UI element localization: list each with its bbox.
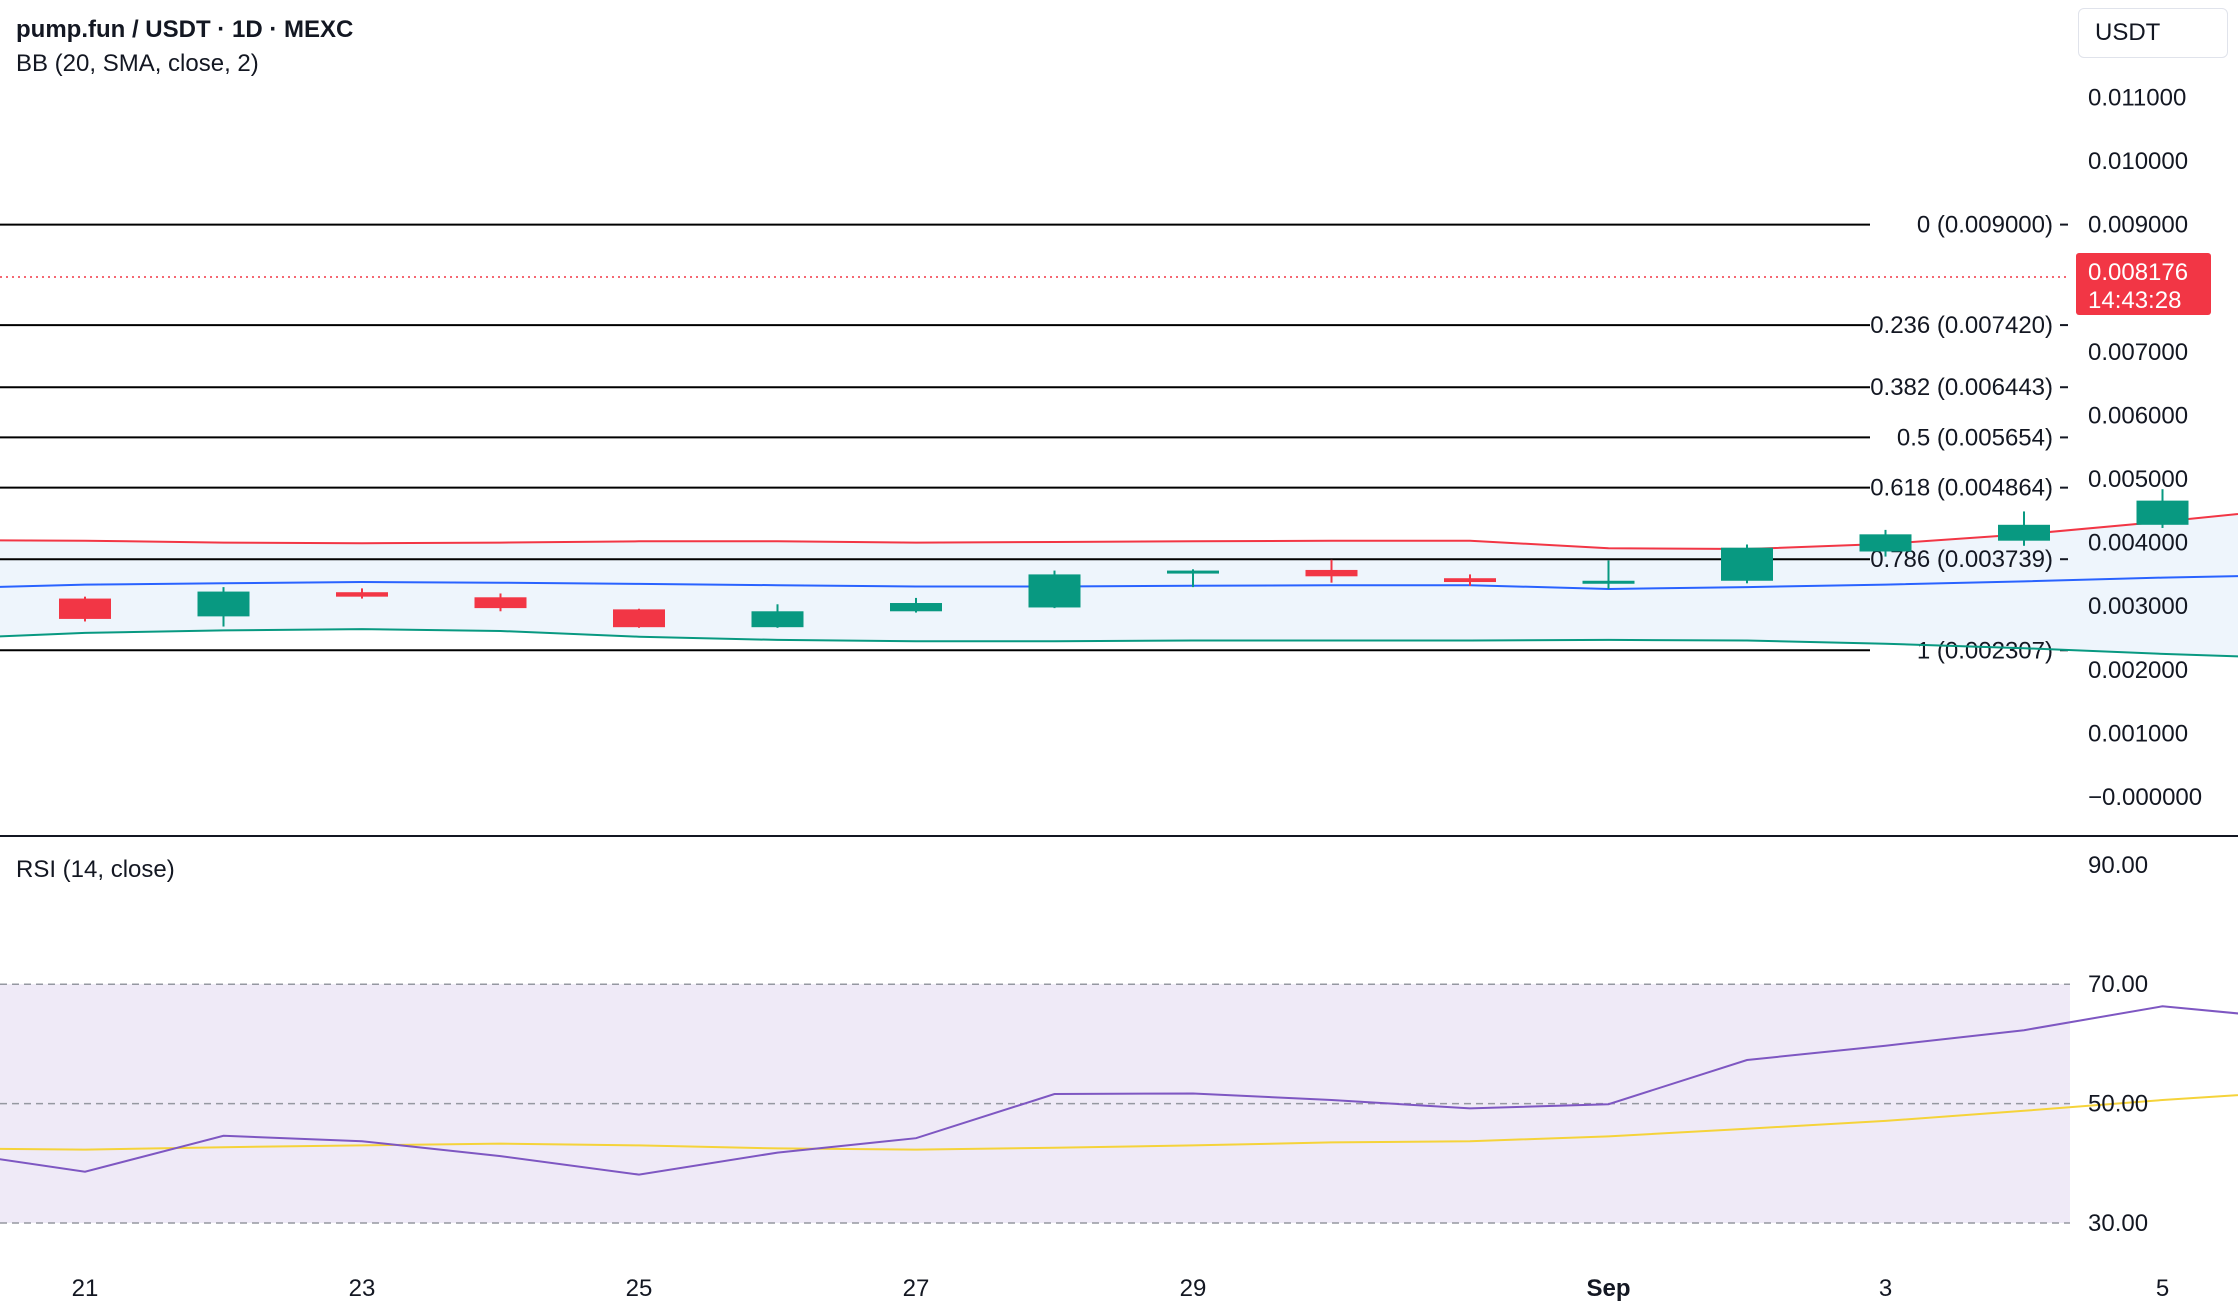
bollinger-basis-line xyxy=(0,575,2238,591)
candles[interactable] xyxy=(0,224,2238,630)
price-axis-tick: 0.006000 xyxy=(2088,402,2188,429)
candle xyxy=(197,587,250,627)
candle-body xyxy=(1305,569,1358,577)
fib-level-label: 0.5 (0.005654) xyxy=(1897,424,2053,451)
candle xyxy=(1859,529,1912,557)
rsi-line xyxy=(0,1005,2238,1176)
candle xyxy=(336,588,388,599)
price-axis-tick: −0.000000 xyxy=(2088,784,2202,811)
fib-level-label: 0 (0.009000) xyxy=(1917,212,2053,239)
candle-body xyxy=(2136,500,2189,525)
fib-level-label: 0.236 (0.007420) xyxy=(1870,312,2053,339)
time-axis-label: 5 xyxy=(2156,1275,2169,1302)
candle xyxy=(1444,574,1496,586)
candle xyxy=(59,596,111,622)
candle-body xyxy=(890,603,942,612)
candle xyxy=(1998,511,2050,546)
price-tag-value: 0.008176 xyxy=(2088,259,2188,286)
rsi-indicator-label[interactable]: RSI (14, close) xyxy=(16,856,175,883)
time-axis-label: 3 xyxy=(1879,1275,1892,1302)
price-axis-tick: 0.007000 xyxy=(2088,339,2188,366)
candle xyxy=(2136,489,2189,528)
time-axis-label: 25 xyxy=(626,1275,653,1302)
time-axis-label: 27 xyxy=(903,1275,930,1302)
candle xyxy=(613,608,665,628)
rsi-axis-tick: 50.00 xyxy=(2088,1091,2148,1118)
candle xyxy=(1721,544,1773,584)
rsi-axis-tick: 30.00 xyxy=(2088,1210,2148,1237)
candle-body xyxy=(1167,570,1219,574)
currency-button[interactable]: USDT xyxy=(2078,8,2228,58)
rsi-axis-tick: 70.00 xyxy=(2088,971,2148,998)
chart-title: pump.fun / USDT · 1D · MEXC xyxy=(16,16,354,43)
price-axis-tick: 0.005000 xyxy=(2088,466,2188,493)
candle-body xyxy=(336,592,388,597)
candle-body xyxy=(1444,578,1496,583)
price-tag-background xyxy=(2076,253,2211,316)
bollinger-upper-line xyxy=(0,512,2238,551)
candle-body xyxy=(613,609,665,628)
candle-body xyxy=(1721,547,1773,581)
candle-body xyxy=(1028,574,1081,608)
fibonacci-levels[interactable]: 0 (0.009000) 0.236 (0.007420) 0.382 (0.006… xyxy=(0,212,2068,665)
price-axis-tick: 0.011000 xyxy=(2088,84,2186,111)
rsi-lines xyxy=(0,1005,2238,1176)
candle xyxy=(1582,560,1635,590)
candle xyxy=(751,604,804,628)
axes: 0.011000 0.010000 0.009000 0.007000 0.006000… xyxy=(0,84,2238,1302)
candle xyxy=(1305,559,1358,583)
price-axis-tick: 0.009000 xyxy=(2088,212,2188,239)
fib-level-label: 0.618 (0.004864) xyxy=(1870,475,2053,502)
candle-body xyxy=(751,611,804,628)
bollinger-indicator-label[interactable]: BB (20, SMA, close, 2) xyxy=(16,50,259,77)
candle-body xyxy=(1859,534,1912,552)
fib-level-label: 1 (0.002307) xyxy=(1917,637,2053,664)
time-axis-label: 29 xyxy=(1180,1275,1207,1302)
candle-body xyxy=(1582,580,1635,584)
price-axis-tick: 0.003000 xyxy=(2088,593,2188,620)
rsi-band-area xyxy=(0,983,2070,1224)
candle xyxy=(474,593,527,612)
time-axis-label: Sep xyxy=(1586,1275,1630,1302)
time-axis-label: 21 xyxy=(72,1275,99,1302)
fib-level-label: 0.382 (0.006443) xyxy=(1870,374,2053,401)
price-axis-tick: 0.010000 xyxy=(2088,148,2188,175)
price-axis-tick: 0.001000 xyxy=(2088,720,2188,747)
candle xyxy=(890,597,942,613)
rsi-ma-line xyxy=(0,1094,2238,1151)
candle-body xyxy=(1998,524,2050,541)
price-axis-tick: 0.004000 xyxy=(2088,530,2188,557)
candle-body xyxy=(197,591,250,617)
time-axis-label: 23 xyxy=(349,1275,376,1302)
bollinger-lines xyxy=(0,512,2238,658)
price-tag-countdown: 14:43:28 xyxy=(2088,287,2181,314)
bollinger-lower-line xyxy=(0,628,2238,658)
price-axis-tick: 0.002000 xyxy=(2088,657,2188,684)
rsi-axis-tick: 90.00 xyxy=(2088,852,2148,879)
candle xyxy=(1028,570,1081,609)
candle-body xyxy=(59,598,111,619)
candle-body xyxy=(474,597,527,609)
candle xyxy=(1167,569,1219,588)
